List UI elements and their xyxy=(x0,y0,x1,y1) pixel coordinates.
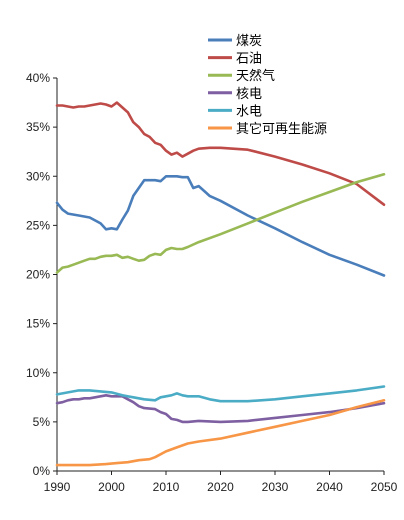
series-line-3 xyxy=(55,173,386,274)
y-ticks: 0% 5% 10% 15% 20% 25% 30% 35% 40% xyxy=(26,71,57,478)
x-ticks: 1990 2000 2010 2020 2030 2040 2050 xyxy=(44,471,398,494)
y-tick-label: 30% xyxy=(26,169,50,183)
x-tick-label: 2030 xyxy=(262,480,289,494)
series-group xyxy=(55,101,386,467)
legend-label: 水电 xyxy=(236,104,262,119)
series-line-2 xyxy=(55,101,386,206)
series-line-6 xyxy=(55,399,386,467)
series-line-5 xyxy=(55,385,386,403)
y-tick-label: 10% xyxy=(26,366,50,380)
legend-label: 石油 xyxy=(236,52,262,67)
x-tick-label: 2010 xyxy=(153,480,180,494)
legend-label: 其它可再生能源 xyxy=(236,121,327,137)
y-tick-label: 5% xyxy=(33,415,51,429)
y-tick-label: 0% xyxy=(33,464,51,478)
series-line-1 xyxy=(55,175,386,277)
series-line-4 xyxy=(55,394,386,424)
y-tick-label: 20% xyxy=(26,268,50,282)
y-tick-label: 40% xyxy=(26,71,50,85)
y-tick-label: 35% xyxy=(26,120,50,134)
legend-label: 核电 xyxy=(236,87,262,102)
legend-label: 煤炭 xyxy=(236,34,262,49)
x-tick-label: 2000 xyxy=(98,480,125,494)
x-tick-label: 2040 xyxy=(316,480,343,494)
x-tick-label: 2050 xyxy=(371,480,398,494)
x-tick-label: 1990 xyxy=(44,480,71,494)
x-tick-label: 2020 xyxy=(207,480,234,494)
legend-label: 天然气 xyxy=(236,68,275,84)
y-tick-label: 25% xyxy=(26,218,50,232)
y-tick-label: 15% xyxy=(26,317,50,331)
